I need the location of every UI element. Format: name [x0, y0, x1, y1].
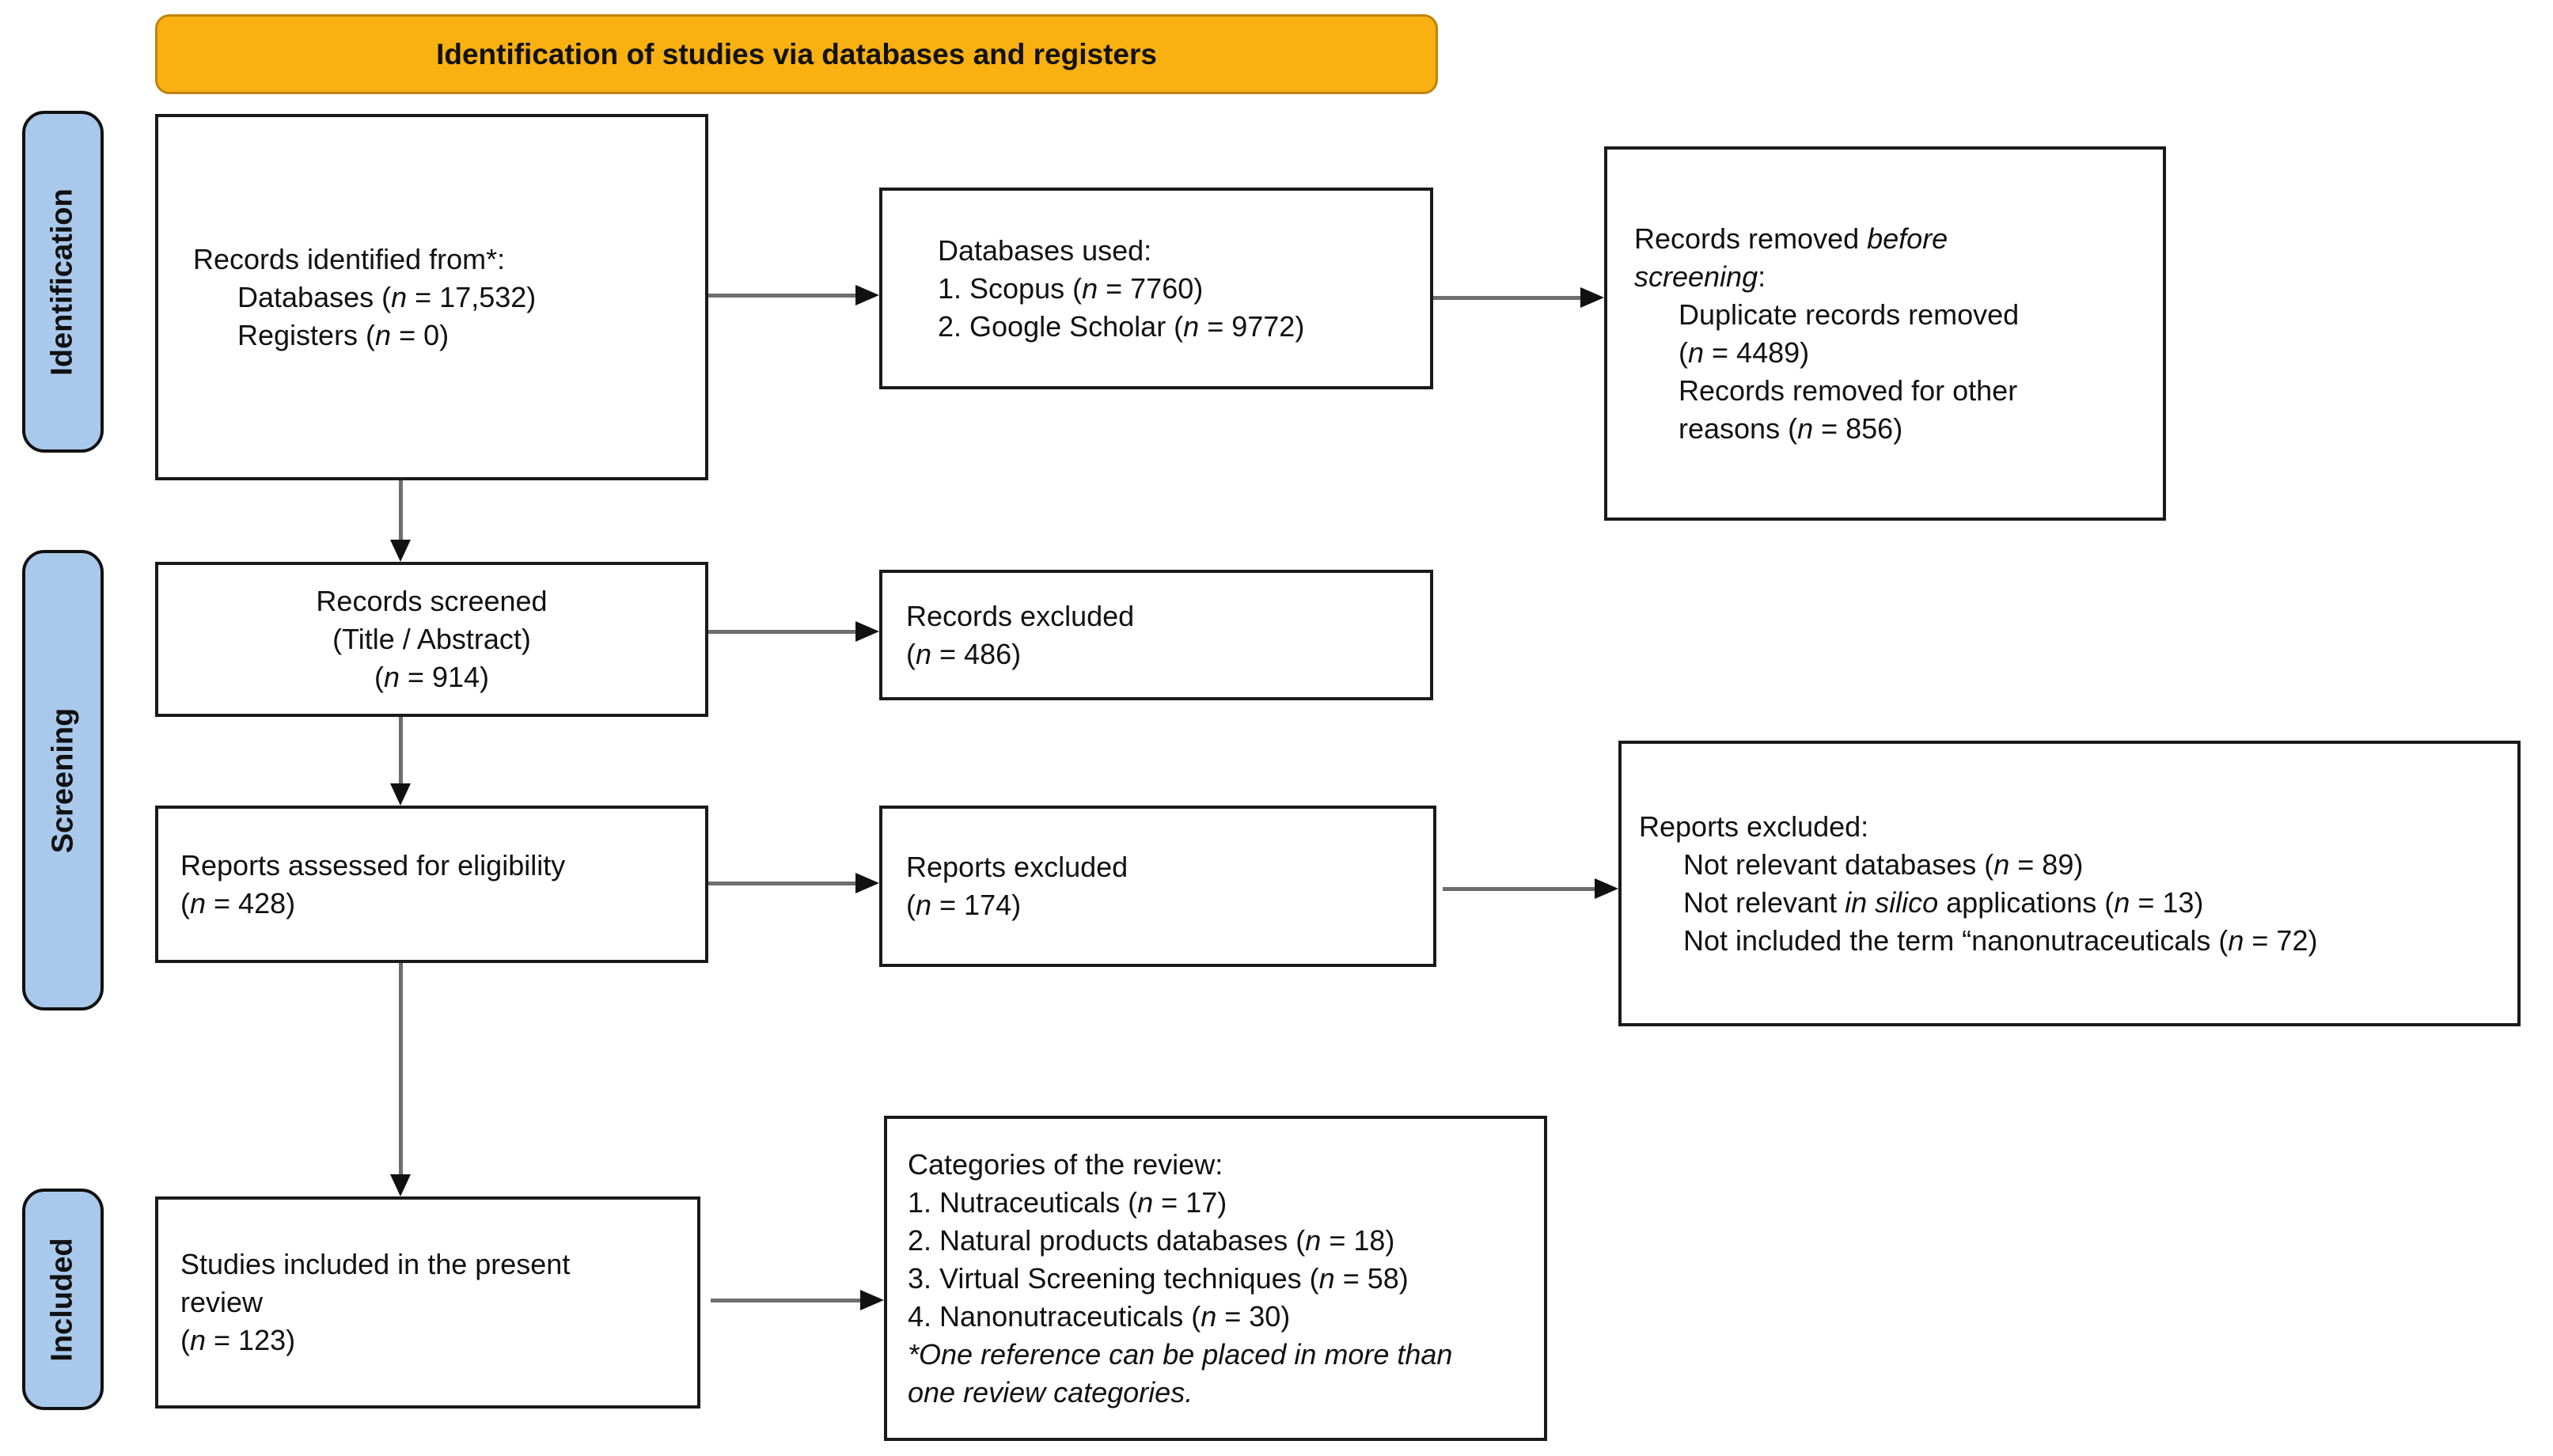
box-reports-assessed: Reports assessed for eligibility (n = 428… — [155, 806, 708, 963]
box-review-categories: Categories of the review: 1. Nutraceutica… — [884, 1116, 1547, 1441]
arrow-assessed-to-excluded — [708, 873, 879, 893]
box-records-excluded: Records excluded (n = 486) — [879, 570, 1433, 700]
stage-included-label: Included — [46, 1237, 80, 1362]
arrow-identified-to-screened — [390, 480, 411, 562]
stage-identification: Identification — [22, 111, 104, 453]
stage-identification-label: Identification — [46, 188, 80, 376]
box-reports-excluded: Reports excluded (n = 174) — [879, 806, 1436, 967]
box-records-excluded-text: Records excluded (n = 486) — [906, 599, 1135, 670]
arrow-screened-to-excluded — [708, 621, 879, 642]
stage-screening: Screening — [22, 550, 104, 1010]
box-databases-used-text: Databases used: 1. Scopus (n = 7760) 2. Go… — [938, 233, 1305, 343]
arrow-assessed-to-included — [390, 963, 411, 1196]
box-reports-excluded-reasons: Reports excluded: Not relevant databases … — [1618, 741, 2521, 1026]
stage-included: Included — [22, 1189, 104, 1410]
arrow-screened-to-assessed — [390, 717, 411, 806]
box-records-screened-text: Records screened (Title / Abstract) (n = 9… — [316, 585, 548, 693]
box-reports-excluded-reasons-text: Reports excluded: Not relevant databases … — [1639, 810, 2318, 957]
banner-label: Identification of studies via databases … — [436, 37, 1157, 70]
box-records-removed-before-screening: Records removed before screening: Duplicat… — [1604, 146, 2166, 521]
box-records-removed-text: Records removed before screening: Duplicat… — [1634, 222, 2020, 445]
box-records-identified: Records identified from*: Databases (n = … — [155, 114, 708, 480]
box-studies-included-text: Studies included in the present review (n … — [180, 1248, 571, 1356]
banner: Identification of studies via databases … — [155, 14, 1438, 94]
arrow-excluded-to-reasons — [1443, 878, 1618, 899]
arrow-included-to-categories — [711, 1290, 884, 1310]
stage-screening-label: Screening — [46, 707, 80, 853]
box-records-screened: Records screened (Title / Abstract) (n = 9… — [155, 562, 708, 717]
box-review-categories-text: Categories of the review: 1. Nutraceutica… — [908, 1147, 1453, 1409]
box-records-identified-text: Records identified from*: Databases (n = … — [193, 242, 537, 351]
arrow-identified-to-databases — [708, 285, 879, 305]
arrow-databases-to-removed — [1433, 287, 1604, 308]
box-databases-used: Databases used: 1. Scopus (n = 7760) 2. Go… — [879, 188, 1433, 389]
box-reports-assessed-text: Reports assessed for eligibility (n = 428… — [180, 848, 566, 919]
box-reports-excluded-text: Reports excluded (n = 174) — [906, 851, 1129, 921]
box-studies-included: Studies included in the present review (n … — [155, 1196, 700, 1409]
